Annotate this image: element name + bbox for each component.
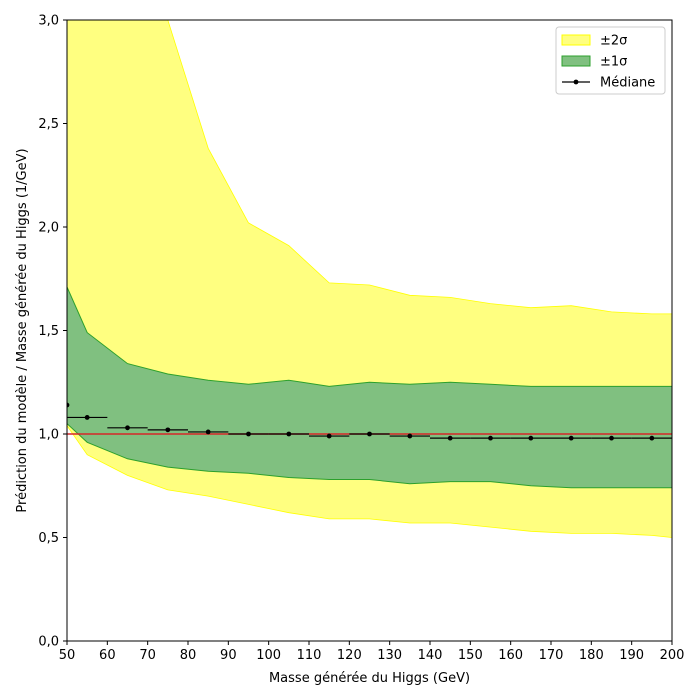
x-tick-label: 60	[99, 648, 116, 663]
y-tick-label: 0,0	[38, 635, 59, 650]
median-point	[649, 435, 655, 441]
legend-swatch	[561, 55, 591, 67]
x-tick-label: 200	[660, 648, 685, 663]
x-tick-label: 90	[220, 648, 237, 663]
median-point	[84, 415, 90, 420]
x-tick-label: 120	[337, 648, 362, 663]
y-tick-label: 1,5	[38, 324, 59, 339]
x-tick-label: 190	[619, 648, 644, 663]
median-point	[286, 431, 292, 437]
median-point	[528, 435, 534, 441]
median-point	[125, 425, 130, 431]
median-point	[447, 435, 453, 441]
legend-swatch	[561, 34, 591, 46]
axes: 50 60 70 80 90 100 110 120 130 140 150 160 170 180 190…	[38, 14, 684, 664]
x-tick-label: 140	[418, 648, 443, 663]
y-tick-label: 2,0	[38, 221, 59, 236]
median-point	[407, 433, 413, 439]
y-tick-label: 2,5	[38, 117, 59, 132]
legend-label: Médiane	[600, 76, 655, 91]
median-point	[488, 435, 493, 441]
plot-content	[67, 20, 672, 538]
x-tick-label: 170	[539, 648, 564, 663]
plot-area	[67, 20, 672, 538]
median-point	[205, 429, 211, 435]
median-point	[165, 427, 171, 433]
x-axis-label: Masse générée du Higgs (GeV)	[269, 671, 470, 686]
x-tick-label: 160	[498, 648, 523, 663]
legend-swatch-marker	[573, 79, 579, 85]
x-tick-label: 130	[377, 648, 402, 663]
legend-label: ±2σ	[600, 34, 627, 49]
median-point	[609, 435, 614, 441]
x-tick-label: 180	[579, 648, 604, 663]
y-tick-label: 3,0	[38, 14, 59, 29]
median-point	[367, 431, 372, 437]
legend-label: ±1σ	[600, 55, 627, 70]
y-tick-label: 1,0	[38, 428, 59, 443]
x-tick-label: 110	[297, 648, 322, 663]
x-tick-label: 100	[256, 648, 281, 663]
median-point	[67, 402, 70, 408]
x-tick-label: 50	[59, 648, 76, 663]
median-point	[246, 431, 251, 437]
legend: ±2σ ±1σ Médiane	[555, 26, 666, 95]
y-axis-label: Prédiction du modèle / Masse générée du …	[15, 148, 30, 512]
x-tick-label: 150	[458, 648, 483, 663]
median-point	[326, 433, 332, 439]
x-tick-label: 70	[139, 648, 156, 663]
x-tick-label: 80	[180, 648, 197, 663]
median-point	[568, 435, 574, 441]
y-tick-label: 0,5	[38, 531, 59, 546]
